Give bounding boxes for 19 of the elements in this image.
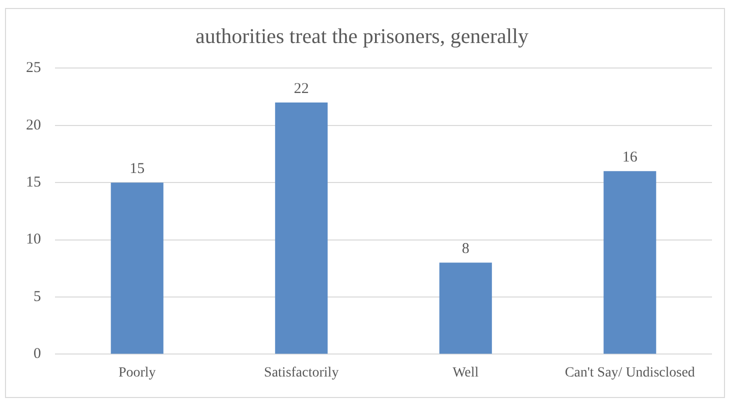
bar bbox=[604, 171, 656, 354]
data-label: 15 bbox=[130, 161, 145, 178]
data-label: 8 bbox=[462, 241, 470, 258]
y-tick-label: 10 bbox=[26, 232, 41, 248]
bar bbox=[439, 262, 492, 354]
chart-title: authorities treat the prisoners, generally bbox=[196, 24, 529, 48]
y-tick-label: 20 bbox=[26, 117, 41, 134]
x-tick-label: Poorly bbox=[118, 365, 156, 380]
x-tick-label: Well bbox=[452, 365, 479, 380]
y-tick-label: 0 bbox=[34, 346, 41, 362]
bar bbox=[275, 102, 328, 354]
y-tick-label: 15 bbox=[26, 174, 41, 191]
data-label: 16 bbox=[622, 150, 638, 166]
data-label: 22 bbox=[294, 80, 309, 97]
x-tick-label: Can't Say/ Undisclosed bbox=[564, 365, 695, 380]
y-tick-label: 5 bbox=[34, 288, 41, 305]
y-tick-label: 25 bbox=[26, 60, 41, 76]
bar bbox=[110, 182, 164, 354]
x-tick-label: Satisfactorily bbox=[264, 365, 339, 380]
